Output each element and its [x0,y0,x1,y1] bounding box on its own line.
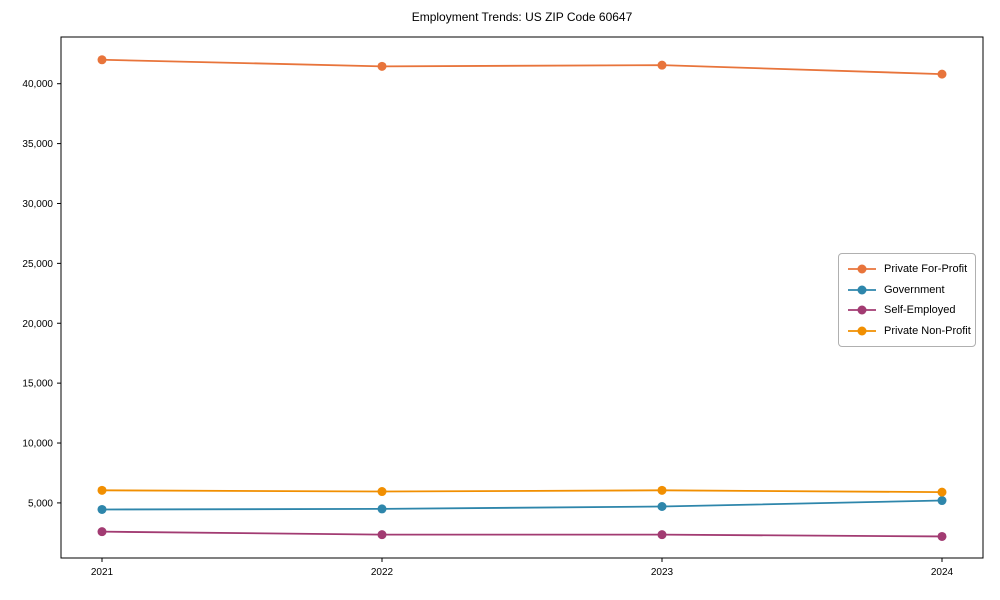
data-point-private-for-profit-2022 [377,61,387,71]
series-line-self-employed [101,530,943,538]
x-tick-label: 2022 [371,567,394,578]
series-line-private-for-profit [101,58,943,76]
chart-title: Employment Trends: US ZIP Code 60647 [411,10,633,24]
x-tick-label: 2021 [91,567,114,578]
y-tick-label: 30,000 [22,199,53,210]
legend-item-label: Private Non-Profit [884,324,971,337]
series-line-private-non-profit [101,489,943,494]
data-point-government-2021 [97,504,107,514]
legend-line-dot-icon [848,305,876,315]
data-point-private-non-profit-2023 [657,485,667,495]
legend-line-dot-icon [848,285,876,295]
data-point-government-2022 [377,504,387,514]
y-tick-label: 35,000 [22,139,53,150]
y-tick-label: 40,000 [22,79,53,90]
legend-item-label: Private For-Profit [884,263,968,276]
legend-item-label: Self-Employed [884,304,956,317]
y-tick-label: 20,000 [22,319,53,330]
data-point-private-non-profit-2022 [377,487,387,497]
legend-item-private-non-profit: Private Non-Profit [847,321,971,341]
x-tick-label: 2024 [931,567,954,578]
data-point-self-employed-2024 [937,531,947,541]
legend-item-government: Government [847,280,967,300]
data-point-self-employed-2023 [657,530,667,540]
y-tick-label: 15,000 [22,379,53,390]
y-tick-label: 5,000 [28,498,53,509]
legend: Private For-Profit Government Self-Employe… [838,253,976,347]
legend-item-private-for-profit: Private For-Profit [847,259,967,279]
legend-line-dot-icon [848,264,876,274]
data-point-self-employed-2021 [97,527,107,537]
data-point-private-non-profit-2021 [97,485,107,495]
data-point-government-2023 [657,501,667,511]
legend-item-self-employed: Self-Employed [847,300,967,320]
data-point-private-non-profit-2024 [937,487,947,497]
data-point-government-2024 [937,496,947,506]
legend-item-label: Government [884,283,945,296]
x-tick-label: 2023 [651,567,674,578]
legend-line-dot-icon [848,326,876,336]
y-tick-label: 25,000 [22,259,53,270]
data-point-private-for-profit-2024 [937,69,947,79]
plot-box [60,36,984,559]
data-point-self-employed-2022 [377,530,387,540]
series-line-government [101,499,943,511]
y-tick-label: 10,000 [22,439,53,450]
data-point-private-for-profit-2023 [657,60,667,70]
data-point-private-for-profit-2021 [97,55,107,65]
